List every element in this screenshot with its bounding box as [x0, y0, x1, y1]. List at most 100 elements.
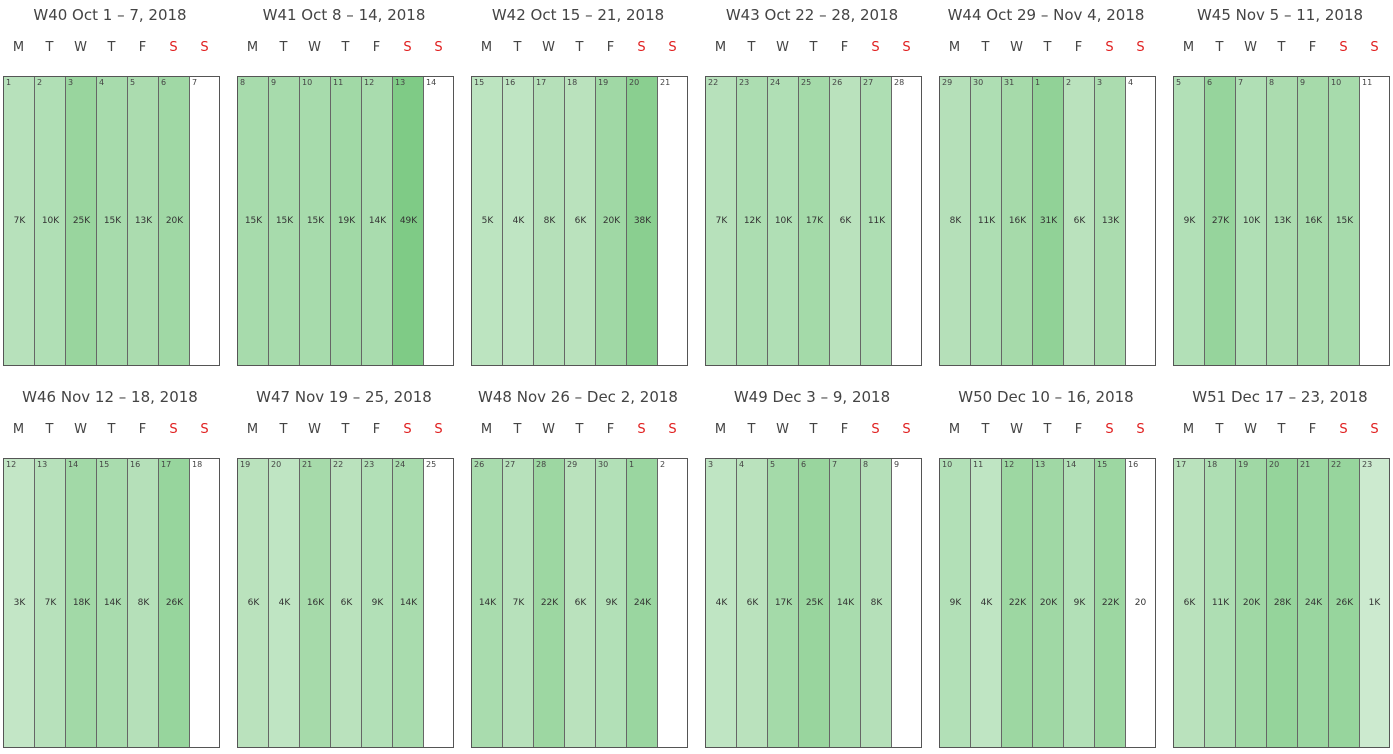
- day-separator: [891, 77, 892, 365]
- day-value-label: 16K: [306, 598, 325, 608]
- day-number: 11: [1362, 78, 1373, 87]
- weekday-label-weekend: S: [169, 40, 178, 55]
- weekday-label: T: [341, 422, 350, 437]
- day-separator: [299, 77, 300, 365]
- day-number: 15: [99, 460, 110, 469]
- day-number: 18: [567, 78, 578, 87]
- day-number: 2: [660, 460, 666, 469]
- weekday-label: T: [341, 40, 350, 55]
- day-separator: [657, 459, 658, 747]
- day-number: 22: [333, 460, 344, 469]
- weekday-label: T: [747, 40, 756, 55]
- day-value-label: 11K: [977, 216, 996, 226]
- day-cell: 18: [190, 459, 219, 747]
- day-cell: 1 24K: [627, 459, 658, 747]
- weekday-label: T: [809, 422, 818, 437]
- day-cell: 29 8K: [940, 77, 971, 365]
- day-number: 5: [130, 78, 136, 87]
- day-cell: 26 14K: [472, 459, 503, 747]
- weekday-label: T: [747, 422, 756, 437]
- week-calendar-box: 19 6K 20 4K 21 16K 22 6K 23 9K 24 14K 25: [237, 458, 454, 748]
- day-cell: 11: [1360, 77, 1389, 365]
- day-number: 9: [271, 78, 277, 87]
- day-number: 17: [161, 460, 172, 469]
- day-separator: [65, 459, 66, 747]
- day-number: 25: [426, 460, 437, 469]
- day-value-label: 16K: [1008, 216, 1027, 226]
- day-separator: [1204, 459, 1205, 747]
- week-calendar-box: 15 5K 16 4K 17 8K 18 6K 19 20K 20 38K 21: [471, 76, 688, 366]
- weekday-label: W: [542, 422, 555, 437]
- day-number: 29: [942, 78, 953, 87]
- day-separator: [595, 77, 596, 365]
- weekday-label: T: [981, 40, 990, 55]
- day-separator: [299, 459, 300, 747]
- day-value-label: 4K: [278, 598, 291, 608]
- day-cell: 24 10K: [768, 77, 799, 365]
- week-panel: W46 Nov 12 – 18, 2018 M T W T F S S 12 3K 13 7K 14 18…: [0, 382, 220, 754]
- day-number: 7: [832, 460, 838, 469]
- day-value-label: 11K: [867, 216, 886, 226]
- day-value-label: 10K: [41, 216, 60, 226]
- day-number: 2: [1066, 78, 1072, 87]
- week-title: W41 Oct 8 – 14, 2018: [262, 6, 426, 24]
- weekday-label: T: [279, 422, 288, 437]
- day-cell: 21 24K: [1298, 459, 1329, 747]
- day-separator: [970, 459, 971, 747]
- week-title: W45 Nov 5 – 11, 2018: [1196, 6, 1364, 24]
- week-calendar-box: 8 15K 9 15K 10 15K 11 19K 12 14K 13 49K 14: [237, 76, 454, 366]
- weekday-label-weekend: S: [668, 422, 677, 437]
- day-number: 1: [1035, 78, 1041, 87]
- day-cell: 28: [892, 77, 921, 365]
- day-number: 20: [1269, 460, 1280, 469]
- weekday-label: T: [45, 422, 54, 437]
- weekday-label: M: [12, 40, 25, 55]
- day-number: 6: [801, 460, 807, 469]
- day-separator: [158, 459, 159, 747]
- day-value-label: 15K: [306, 216, 325, 226]
- day-number: 19: [240, 460, 251, 469]
- day-cell: 19 20K: [1236, 459, 1267, 747]
- day-cell: 22 6K: [331, 459, 362, 747]
- day-cell: 15 5K: [472, 77, 503, 365]
- day-number: 1: [6, 78, 12, 87]
- day-cell: 10 9K: [940, 459, 971, 747]
- day-separator: [1125, 77, 1126, 365]
- day-cell: 12 14K: [362, 77, 393, 365]
- day-value-label: 9K: [1183, 216, 1196, 226]
- day-separator: [1063, 77, 1064, 365]
- day-number: 17: [1176, 460, 1187, 469]
- day-number: 23: [1362, 460, 1373, 469]
- day-cell: 10 15K: [1329, 77, 1360, 365]
- day-number: 5: [1176, 78, 1182, 87]
- week-calendar-box: 1 7K 2 10K 3 25K 4 15K 5 13K 6 20K 7: [3, 76, 220, 366]
- day-value-label: 7K: [44, 598, 57, 608]
- day-number: 16: [130, 460, 141, 469]
- day-number: 22: [1331, 460, 1342, 469]
- weekday-label: T: [45, 40, 54, 55]
- weekday-label: T: [107, 40, 116, 55]
- day-value-label: 22K: [1101, 598, 1120, 608]
- day-value-label: 14K: [478, 598, 497, 608]
- day-value-label: 25K: [72, 216, 91, 226]
- day-cell: 16 4K: [503, 77, 534, 365]
- weekday-label: M: [246, 40, 259, 55]
- day-separator: [1235, 77, 1236, 365]
- day-cell: 20 38K: [627, 77, 658, 365]
- day-value-label: 7K: [512, 598, 525, 608]
- day-number: 31: [1004, 78, 1015, 87]
- day-value-label: 13K: [1101, 216, 1120, 226]
- day-cell: 26 6K: [830, 77, 861, 365]
- day-number: 9: [894, 460, 900, 469]
- day-number: 4: [739, 460, 745, 469]
- day-value-label: 8K: [949, 216, 962, 226]
- day-cell: 7 14K: [830, 459, 861, 747]
- day-cell: 11 4K: [971, 459, 1002, 747]
- day-number: 1: [629, 460, 635, 469]
- day-number: 3: [708, 460, 714, 469]
